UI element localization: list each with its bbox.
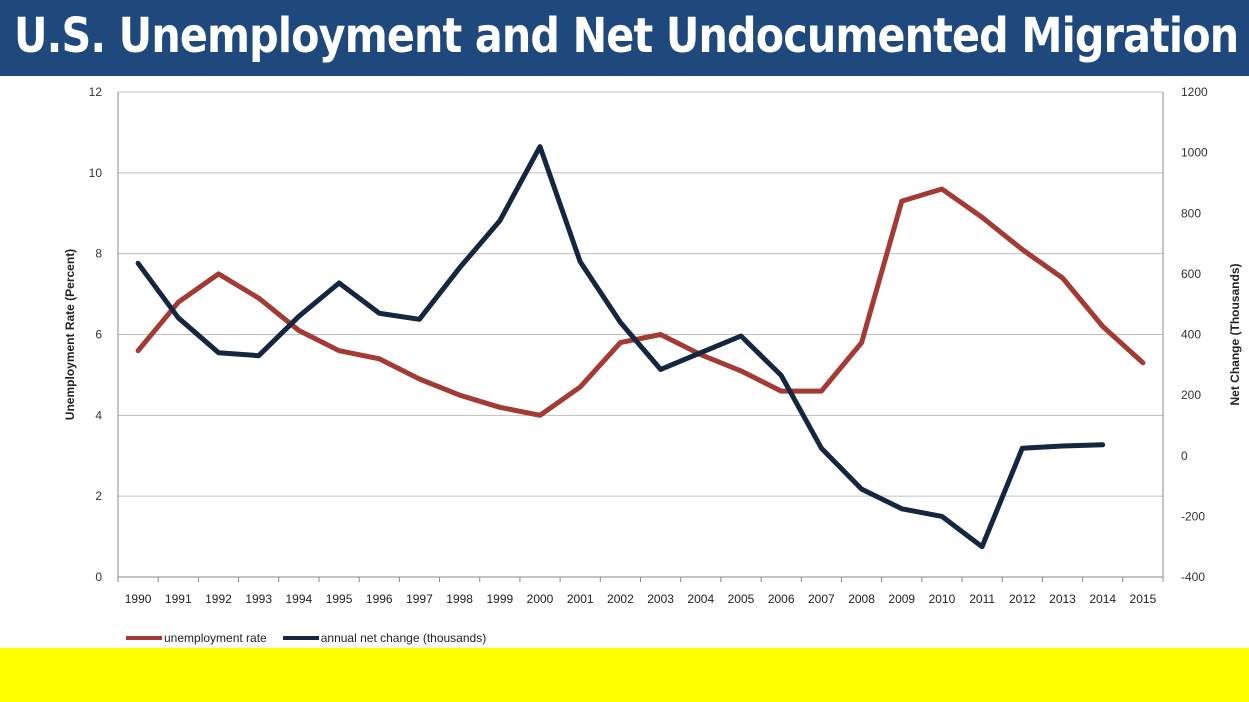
x-tick-label: 2013: [1049, 592, 1076, 606]
title-bar: U.S. Unemployment and Net Undocumented M…: [0, 0, 1249, 76]
y-left-tick-label: 0: [95, 570, 102, 584]
net-change-line: [135, 144, 1106, 550]
x-tick-label: 2005: [728, 592, 755, 606]
y-right-tick-label: 800: [1181, 206, 1201, 220]
y-left-axis-title: Unemployment Rate (Percent): [63, 249, 77, 420]
x-tick-label: 2009: [888, 592, 915, 606]
line-chart: 0 2 4 6 8 10 12 -400 -200 0 200 400 600 800 1000 1200 19…: [63, 85, 1242, 606]
y-right-tick-label: 600: [1181, 267, 1201, 281]
y-left-tick-label: 10: [89, 166, 103, 180]
yellow-band: [0, 648, 1249, 702]
x-tick-label: 2006: [768, 592, 795, 606]
x-tick-label: 2001: [567, 592, 594, 606]
x-tick-label: 2011: [969, 592, 995, 606]
y-left-tick-label: 2: [95, 489, 102, 503]
x-tick-label: 2012: [1009, 592, 1036, 606]
y-right-tick-label: 0: [1181, 449, 1188, 463]
x-tick-label: 1991: [165, 592, 192, 606]
x-tick-label: 2014: [1089, 592, 1116, 606]
y-right-axis-title: Net Change (Thousands): [1228, 263, 1242, 405]
legend-item-unemployment: unemployment rate: [126, 631, 267, 645]
legend: unemployment rate annual net change (tho…: [126, 630, 502, 646]
y-right-tick-label: 1200: [1181, 85, 1208, 99]
x-tick-label: 2015: [1130, 592, 1157, 606]
x-tick-label: 2003: [647, 592, 674, 606]
y-left-tick-label: 8: [95, 247, 102, 261]
legend-label-net-change: annual net change (thousands): [320, 631, 487, 645]
x-tick-label: 1993: [245, 592, 272, 606]
x-tick-label: 1990: [125, 592, 152, 606]
x-tick-label: 2002: [607, 592, 634, 606]
x-tick-label: 1994: [286, 592, 313, 606]
x-tick-label: 2004: [687, 592, 714, 606]
legend-item-net-change: annual net change (thousands): [282, 631, 487, 645]
y-left-tick-label: 12: [89, 85, 103, 99]
y-right-tick-label: 400: [1181, 328, 1201, 342]
x-tick-label: 1998: [446, 592, 473, 606]
x-tick-label: 1999: [486, 592, 513, 606]
page-title: U.S. Unemployment and Net Undocumented M…: [14, 8, 1239, 64]
legend-swatch-unemployment: [126, 636, 162, 640]
y-right-tick-label: -400: [1181, 570, 1205, 584]
y-right-tick-label: 200: [1181, 388, 1201, 402]
x-tick-label: 1997: [406, 592, 433, 606]
x-tick-label: 2000: [527, 592, 554, 606]
legend-swatch-net-change: [282, 636, 319, 640]
y-left-tick-label: 4: [95, 408, 102, 422]
x-tick-label: 2008: [848, 592, 875, 606]
unemployment-rate-line: [135, 186, 1146, 418]
x-tick-label: 2007: [808, 592, 835, 606]
x-tick-label: 1995: [326, 592, 353, 606]
y-right-tick-label: 1000: [1181, 146, 1208, 160]
x-tick-label: 1996: [366, 592, 393, 606]
x-tick-label: 1992: [205, 592, 232, 606]
y-left-tick-label: 6: [95, 328, 102, 342]
y-right-tick-label: -200: [1181, 509, 1205, 523]
legend-label-unemployment: unemployment rate: [164, 631, 267, 645]
x-tick-label: 2010: [929, 592, 956, 606]
